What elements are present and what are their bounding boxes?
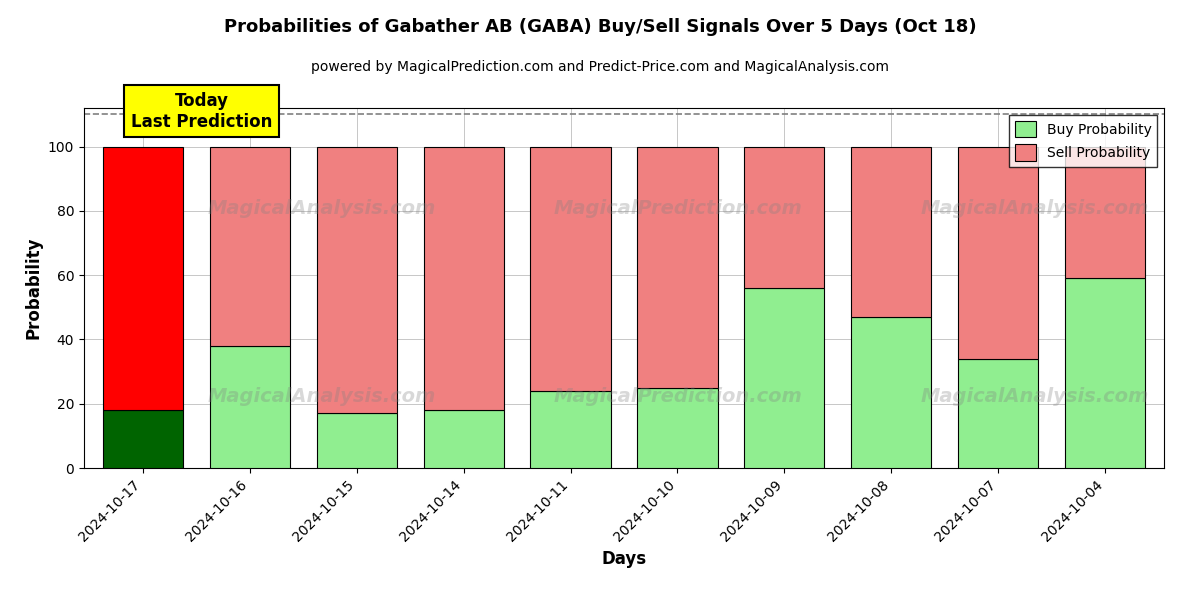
- Bar: [1066, 278, 1145, 468]
- X-axis label: Days: Days: [601, 550, 647, 568]
- Text: powered by MagicalPrediction.com and Predict-Price.com and MagicalAnalysis.com: powered by MagicalPrediction.com and Pre…: [311, 60, 889, 74]
- Text: MagicalAnalysis.com: MagicalAnalysis.com: [920, 199, 1148, 218]
- Bar: [317, 146, 397, 413]
- Text: MagicalPrediction.com: MagicalPrediction.com: [553, 386, 803, 406]
- Y-axis label: Probability: Probability: [24, 237, 42, 339]
- Bar: [530, 146, 611, 391]
- Bar: [744, 288, 824, 468]
- Bar: [744, 146, 824, 288]
- Bar: [1066, 146, 1145, 278]
- Legend: Buy Probability, Sell Probability: Buy Probability, Sell Probability: [1009, 115, 1157, 167]
- Bar: [103, 410, 182, 468]
- Text: MagicalAnalysis.com: MagicalAnalysis.com: [208, 199, 436, 218]
- Text: MagicalAnalysis.com: MagicalAnalysis.com: [208, 386, 436, 406]
- Text: MagicalAnalysis.com: MagicalAnalysis.com: [920, 386, 1148, 406]
- Bar: [637, 146, 718, 388]
- Bar: [530, 391, 611, 468]
- Bar: [210, 346, 290, 468]
- Text: Today
Last Prediction: Today Last Prediction: [131, 92, 272, 131]
- Bar: [851, 317, 931, 468]
- Bar: [103, 146, 182, 410]
- Bar: [637, 388, 718, 468]
- Bar: [424, 146, 504, 410]
- Bar: [210, 146, 290, 346]
- Bar: [958, 146, 1038, 359]
- Text: Probabilities of Gabather AB (GABA) Buy/Sell Signals Over 5 Days (Oct 18): Probabilities of Gabather AB (GABA) Buy/…: [223, 18, 977, 36]
- Text: MagicalPrediction.com: MagicalPrediction.com: [553, 199, 803, 218]
- Bar: [424, 410, 504, 468]
- Bar: [317, 413, 397, 468]
- Bar: [851, 146, 931, 317]
- Bar: [958, 359, 1038, 468]
